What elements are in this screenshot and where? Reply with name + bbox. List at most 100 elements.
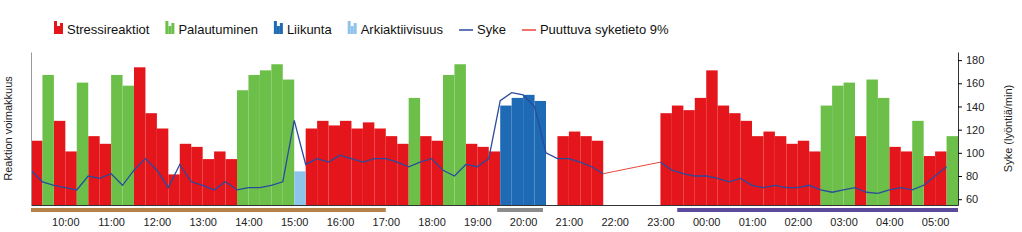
bar: [329, 125, 340, 205]
y2-axis-title: Syke (lyöntiä/min): [1002, 85, 1014, 172]
y2-tick-mark: [958, 199, 962, 200]
legend-label: Palautuminen: [178, 22, 258, 37]
y2-tick: 80: [958, 170, 978, 182]
legend-item: Arkiaktiivisuus: [348, 21, 444, 37]
bar: [512, 98, 523, 205]
x-tick: 12:00: [144, 205, 172, 228]
x-tick: 15:00: [281, 205, 309, 228]
x-axis-line: [32, 205, 959, 206]
x-tick: 11:00: [98, 205, 125, 228]
bar: [317, 121, 328, 205]
x-tick: 23:00: [647, 205, 675, 228]
y2-tick-label: 120: [966, 124, 984, 136]
legend-item: Syke: [459, 22, 506, 37]
x-tick: 02:00: [785, 205, 813, 228]
x-tick: 01:00: [739, 205, 767, 228]
bar: [866, 80, 877, 205]
legend-swatch-part: [171, 23, 174, 34]
bar: [569, 132, 580, 205]
bar: [580, 136, 591, 205]
y2-tick-label: 100: [966, 147, 984, 159]
line: [660, 162, 946, 193]
y-axis-line: [31, 53, 32, 206]
legend-swatch: [459, 29, 473, 31]
x-tick: 18:00: [418, 205, 446, 228]
y2-tick-mark: [958, 153, 962, 154]
bar: [763, 132, 774, 205]
x-tick: 13:00: [189, 205, 217, 228]
x-tick-label: 20:00: [510, 216, 538, 228]
line-series: [31, 93, 947, 194]
x-tick-label: 01:00: [739, 216, 767, 228]
x-tick: 03:00: [830, 205, 858, 228]
x-tick: 05:00: [922, 205, 950, 228]
legend-swatch-part: [60, 23, 63, 34]
y2-tick-label: 60: [966, 193, 978, 205]
x-tick: 14:00: [235, 205, 263, 228]
legend-swatch: [54, 21, 63, 34]
bar: [168, 174, 179, 205]
legend-swatch-part: [280, 23, 283, 34]
y2-tick-label: 80: [966, 170, 978, 182]
x-tick-label: 23:00: [647, 216, 675, 228]
line: [603, 162, 660, 174]
legend-swatch-part: [351, 26, 354, 34]
bar: [706, 70, 717, 205]
y2-tick: 60: [958, 193, 978, 205]
bar: [386, 136, 397, 205]
legend-swatch-part: [168, 26, 171, 34]
legend-label: Puuttuva syketieto 9%: [540, 22, 669, 37]
x-tick: 16:00: [327, 205, 355, 228]
bar: [901, 151, 912, 205]
bar: [889, 147, 900, 205]
x-tick: 19:00: [464, 205, 492, 228]
x-tick-label: 19:00: [464, 216, 492, 228]
legend-item: Palautuminen: [165, 21, 258, 37]
background: [0, 0, 1022, 232]
bar: [786, 144, 797, 205]
bar: [397, 144, 408, 205]
line: [31, 93, 603, 190]
bar: [191, 147, 202, 205]
bar: [844, 83, 855, 205]
period-bar: [31, 208, 386, 212]
legend-swatch-part: [57, 26, 60, 34]
x-tick-label: 21:00: [556, 216, 584, 228]
y2-tick: 180: [958, 54, 984, 66]
bar: [88, 136, 99, 205]
bar: [832, 86, 843, 205]
x-tick-label: 03:00: [830, 216, 858, 228]
bar: [454, 64, 465, 205]
legend-label: Syke: [477, 22, 506, 37]
y2-tick-label: 160: [966, 77, 984, 89]
x-tick-label: 04:00: [876, 216, 904, 228]
y2-tick-mark: [958, 176, 962, 177]
period-bars: [31, 208, 958, 212]
bar: [718, 106, 729, 205]
bar: [283, 80, 294, 205]
x-tick-label: 16:00: [327, 216, 355, 228]
x-tick-label: 14:00: [235, 216, 263, 228]
bar: [741, 121, 752, 205]
bar: [145, 113, 156, 205]
bar: [695, 98, 706, 205]
x-tick-label: 00:00: [693, 216, 721, 228]
y2-tick-label: 140: [966, 100, 984, 112]
bar: [248, 75, 259, 205]
bar: [489, 151, 500, 205]
x-tick-label: 12:00: [144, 216, 172, 228]
bar: [729, 113, 740, 205]
bar: [77, 83, 88, 205]
legend-label: Arkiaktiivisuus: [361, 22, 444, 37]
bar: [443, 75, 454, 205]
bar: [203, 159, 214, 205]
bar: [432, 141, 443, 205]
bar: [54, 121, 65, 205]
bar-series: [42, 64, 958, 205]
bar: [535, 101, 546, 205]
y2-tick-mark: [958, 60, 962, 61]
bar: [306, 129, 317, 206]
x-axis: 10:0011:0012:0013:0014:0015:0016:0017:00…: [32, 205, 959, 228]
x-tick-label: 10:00: [52, 216, 80, 228]
x-tick: 21:00: [556, 205, 584, 228]
